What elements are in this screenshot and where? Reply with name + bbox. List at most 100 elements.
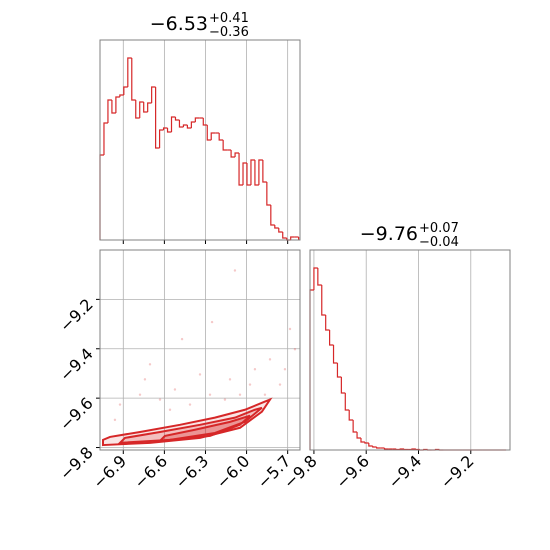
sample-point <box>173 388 177 391</box>
histogram-step <box>143 102 148 113</box>
sample-point <box>143 378 147 381</box>
sample-point <box>268 358 272 361</box>
density-contour <box>117 406 263 444</box>
histogram-step <box>158 129 164 148</box>
sample-point <box>138 393 142 396</box>
sample-point <box>180 337 184 341</box>
histogram-step <box>166 128 172 133</box>
sample-point <box>158 398 162 401</box>
histogram-step <box>170 116 176 132</box>
histogram-step <box>246 163 251 186</box>
histogram-step <box>115 96 120 113</box>
sample-point <box>263 393 267 396</box>
histogram-step <box>238 153 244 186</box>
sample-point <box>233 269 237 272</box>
sample-point <box>223 398 227 401</box>
sample-point <box>288 327 292 331</box>
histogram-step <box>270 205 275 226</box>
histogram-step <box>222 140 228 151</box>
histogram-step <box>155 87 160 149</box>
histogram-step <box>325 315 330 331</box>
histogram-step <box>178 120 184 128</box>
histogram-step <box>383 448 389 450</box>
sample-point <box>168 408 172 411</box>
histogram-step <box>274 225 279 229</box>
histogram-step <box>202 118 208 126</box>
histogram-step <box>321 285 326 316</box>
panel-frame <box>99 39 301 241</box>
histogram-step <box>329 330 334 346</box>
histogram-step <box>147 102 152 112</box>
histogram-step <box>344 393 350 411</box>
sample-point <box>293 348 297 351</box>
histogram-step <box>186 125 192 129</box>
sample-point <box>208 393 212 396</box>
title-upper-error: +0.41 <box>209 11 249 26</box>
histogram-step <box>340 377 346 394</box>
histogram-step <box>218 133 224 141</box>
histogram-step <box>242 162 247 185</box>
histogram-step <box>250 159 255 185</box>
histogram-step <box>376 447 381 449</box>
histogram-step <box>111 100 116 114</box>
title-lower-error: −0.04 <box>419 235 459 250</box>
sample-point <box>210 320 214 324</box>
histogram-step <box>230 150 236 158</box>
histogram-step <box>262 160 267 183</box>
histogram-step <box>182 124 188 127</box>
histogram-step <box>194 117 200 122</box>
histogram-step <box>336 363 342 378</box>
histogram-step <box>131 58 136 101</box>
title-lower-error: −0.36 <box>209 25 249 40</box>
histogram-step <box>372 446 377 448</box>
sample-point <box>228 378 232 381</box>
histogram-step <box>258 159 263 185</box>
title-upper-error: +0.07 <box>419 221 459 236</box>
histogram-step <box>415 448 420 451</box>
histogram-step <box>174 117 180 121</box>
histogram-step <box>368 443 373 447</box>
sample-point <box>283 368 287 371</box>
histogram-step <box>399 448 405 450</box>
histogram-step <box>103 122 108 155</box>
histogram-step <box>107 99 112 123</box>
histogram-step <box>352 420 358 433</box>
histogram-step <box>290 236 295 240</box>
histogram-step <box>135 100 140 119</box>
histogram-step <box>411 448 416 450</box>
histogram-step <box>119 94 124 97</box>
sample-point <box>253 368 257 371</box>
sample-point <box>188 403 192 406</box>
sample-point <box>118 403 122 406</box>
histogram-step <box>206 125 212 141</box>
panel-title: −6.53 <box>150 13 208 35</box>
histogram-step <box>139 101 144 118</box>
histogram-step <box>127 57 132 87</box>
histogram-step <box>364 442 369 444</box>
density-contour <box>157 414 251 443</box>
histogram-step <box>348 410 354 421</box>
histogram-step <box>234 152 240 157</box>
sample-point <box>248 383 252 386</box>
histogram-step <box>282 232 287 239</box>
histogram-step <box>162 127 168 130</box>
histogram-step <box>254 160 259 186</box>
sample-point <box>198 373 202 376</box>
panel-frame <box>309 249 511 451</box>
histogram-step <box>356 432 361 439</box>
sample-point <box>238 393 242 396</box>
histogram-step <box>123 86 128 95</box>
sample-point <box>113 418 117 422</box>
histogram-step <box>266 182 271 206</box>
histogram-step <box>278 228 283 233</box>
histogram-step <box>313 267 318 290</box>
histogram-step <box>190 121 196 128</box>
panel-frame <box>99 249 301 451</box>
histogram-step <box>332 345 338 364</box>
histogram-step <box>210 132 216 140</box>
sample-point <box>148 363 152 366</box>
histogram-step <box>151 86 156 103</box>
sample-point <box>278 383 282 386</box>
